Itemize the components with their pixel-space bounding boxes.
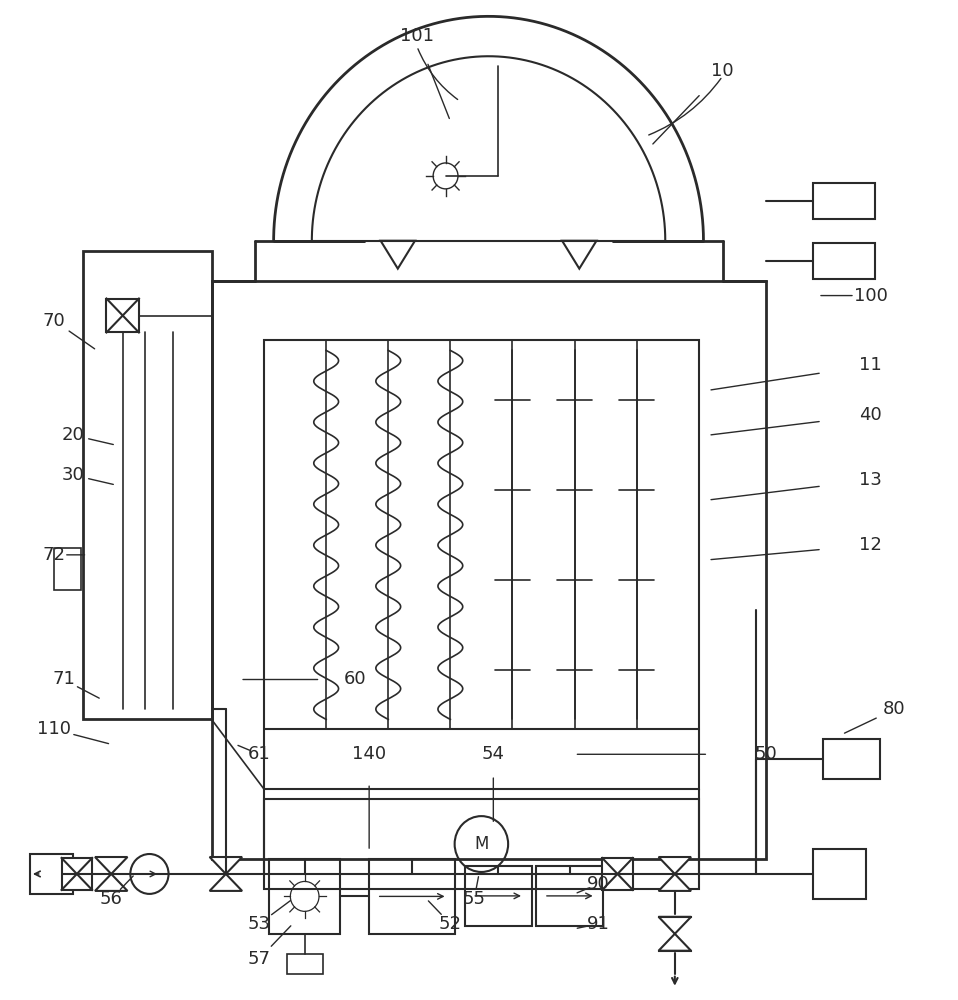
Text: 12: 12 [859, 536, 882, 554]
Polygon shape [813, 183, 876, 219]
Text: 80: 80 [883, 700, 906, 718]
Text: 50: 50 [754, 745, 777, 763]
Polygon shape [658, 917, 691, 934]
Text: 72: 72 [42, 546, 65, 564]
Text: 52: 52 [439, 915, 462, 933]
Text: 71: 71 [52, 671, 75, 689]
Bar [369, 859, 455, 934]
Text: 54: 54 [482, 745, 505, 763]
Text: 60: 60 [344, 671, 366, 689]
Polygon shape [823, 739, 880, 779]
Polygon shape [813, 243, 876, 279]
Bar [212, 281, 765, 859]
Bar [82, 251, 212, 719]
Bar [536, 866, 604, 926]
Polygon shape [210, 857, 242, 874]
Text: 91: 91 [587, 915, 610, 933]
Polygon shape [95, 874, 127, 891]
Text: 55: 55 [463, 890, 486, 908]
Polygon shape [562, 241, 597, 269]
Text: 10: 10 [711, 62, 734, 80]
Text: 110: 110 [37, 720, 71, 738]
Bar [106, 299, 139, 332]
Bar [54, 548, 80, 590]
Text: 90: 90 [587, 875, 610, 893]
Polygon shape [210, 874, 242, 891]
Text: M: M [474, 835, 489, 853]
Polygon shape [380, 241, 415, 269]
Text: 53: 53 [248, 915, 271, 933]
Text: 20: 20 [61, 426, 84, 444]
Polygon shape [658, 934, 691, 951]
Bar [269, 859, 340, 934]
Circle shape [130, 854, 169, 894]
Text: 11: 11 [859, 356, 882, 374]
Polygon shape [658, 874, 691, 891]
Text: 70: 70 [42, 312, 65, 330]
Bar [264, 340, 698, 789]
Bar [813, 849, 866, 899]
Text: 40: 40 [859, 406, 882, 424]
Text: 57: 57 [248, 950, 271, 968]
Bar [286, 954, 323, 974]
Text: 100: 100 [854, 287, 887, 305]
Text: 30: 30 [61, 466, 84, 484]
Bar [603, 858, 633, 890]
Text: 140: 140 [353, 745, 386, 763]
Text: 13: 13 [859, 471, 882, 489]
Bar [465, 866, 532, 926]
Polygon shape [30, 854, 73, 894]
Polygon shape [95, 857, 127, 874]
Polygon shape [658, 857, 691, 874]
Text: 101: 101 [399, 27, 434, 45]
Text: 61: 61 [248, 745, 271, 763]
Bar [61, 858, 92, 890]
Bar [264, 799, 698, 889]
Text: 56: 56 [100, 890, 123, 908]
